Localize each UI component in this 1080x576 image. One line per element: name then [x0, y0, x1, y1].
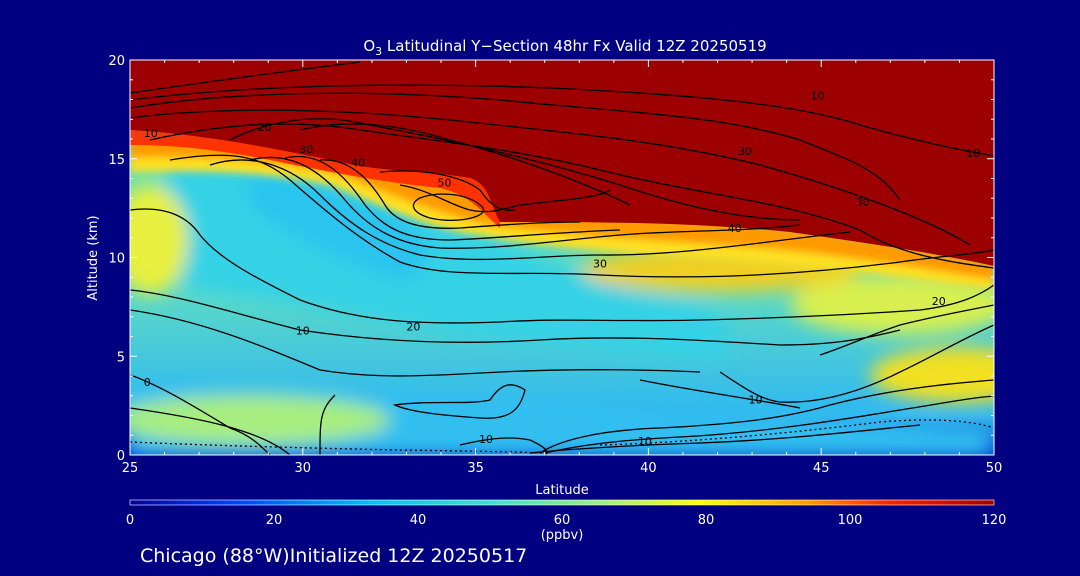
- x-tick-label: 50: [986, 461, 1003, 476]
- axis-ticks: [129, 59, 995, 456]
- contour-line: [130, 289, 901, 346]
- contour-label: 10: [811, 90, 825, 103]
- contour-line: [130, 407, 291, 455]
- contour-line: [130, 84, 994, 157]
- y-tick-label: 5: [117, 350, 125, 365]
- footer-text: Chicago (88°W)Initialized 12Z 20250517: [140, 545, 527, 567]
- contour-label: 30: [738, 145, 752, 158]
- contour-line: [130, 92, 901, 201]
- colorbar-tick-label: 120: [982, 513, 1007, 528]
- contour-line: [319, 159, 581, 229]
- contour-line: [209, 159, 851, 261]
- contour-label: 30: [299, 143, 313, 156]
- contour-line: [379, 170, 516, 211]
- contour-line: [639, 379, 801, 409]
- contour-label: 40: [728, 222, 742, 235]
- contour-line: [719, 324, 994, 403]
- contour-labels: 10 10 20 30 40 30 10 50 30 40 30 20 20 10 0 10 10 10: [144, 90, 981, 449]
- x-axis-label: Latitude: [535, 483, 589, 498]
- contour-label: 20: [406, 321, 420, 334]
- contour-line: [459, 437, 548, 455]
- x-tick-label: 30: [295, 461, 312, 476]
- contour-line: [284, 155, 621, 241]
- colorbar-tick-labels: 0 20 40 60 80 100 120: [126, 513, 1007, 528]
- contour-label: 10: [966, 147, 980, 160]
- contour-line: [319, 394, 336, 455]
- x-tick-label: 35: [467, 461, 484, 476]
- colorbar-tick-label: 60: [554, 513, 571, 528]
- colorbar-tick-label: 40: [410, 513, 427, 528]
- contour-label: 10: [638, 435, 652, 448]
- x-tick-label: 40: [640, 461, 657, 476]
- colorbar: [129, 499, 995, 506]
- y-tick-label: 10: [108, 252, 125, 267]
- contour-line: [130, 109, 971, 246]
- colorbar-unit: (ppbv): [541, 528, 584, 543]
- chart-title: O3 Latitudinal Y−Section 48hr Fx Valid 1…: [363, 37, 766, 58]
- colorbar-tick-label: 0: [126, 513, 134, 528]
- contour-line: [392, 384, 526, 419]
- contour-line: [539, 379, 994, 454]
- contour-label: 10: [479, 433, 493, 446]
- contour-line: [229, 118, 801, 221]
- colorbar-tick-label: 80: [698, 513, 715, 528]
- contour-line: [544, 395, 994, 454]
- contour-label: 10: [144, 127, 158, 140]
- contour-line: [399, 184, 611, 213]
- contour-label: 0: [144, 376, 151, 389]
- contour-line: [299, 123, 631, 206]
- x-tick-labels: 25 30 35 40 45 50: [122, 461, 1003, 476]
- contour-line: [130, 61, 361, 94]
- contour-line: [249, 156, 801, 249]
- contour-label: 30: [593, 257, 607, 270]
- contour-line: [149, 123, 994, 269]
- contour-line: [169, 154, 994, 278]
- y-tick-label: 0: [117, 449, 125, 464]
- contour-label: 10: [296, 325, 310, 338]
- contour-label: 20: [258, 121, 272, 134]
- contour-line: [819, 304, 994, 356]
- colorbar-tick-label: 100: [838, 513, 863, 528]
- x-tick-label: 25: [122, 461, 139, 476]
- contour-line: [130, 208, 994, 324]
- y-tick-label: 20: [108, 54, 125, 69]
- contour-label: 40: [351, 157, 365, 170]
- colorbar-tick-label: 20: [266, 513, 283, 528]
- contour-lines: [130, 61, 994, 455]
- y-axis-label: Altitude (km): [86, 215, 101, 300]
- contour-label: 30: [856, 196, 870, 209]
- contour-line: [599, 419, 994, 446]
- contour-label: 20: [932, 295, 946, 308]
- contour-line: [130, 309, 701, 377]
- y-tick-label: 15: [108, 153, 125, 168]
- y-tick-labels: 0 5 10 15 20: [108, 54, 125, 464]
- x-tick-label: 45: [813, 461, 830, 476]
- contour-label: 10: [749, 394, 763, 407]
- contour-line: [412, 193, 485, 221]
- contour-label: 50: [437, 176, 451, 189]
- concentration-field: [130, 60, 994, 455]
- contour-line: [529, 424, 921, 454]
